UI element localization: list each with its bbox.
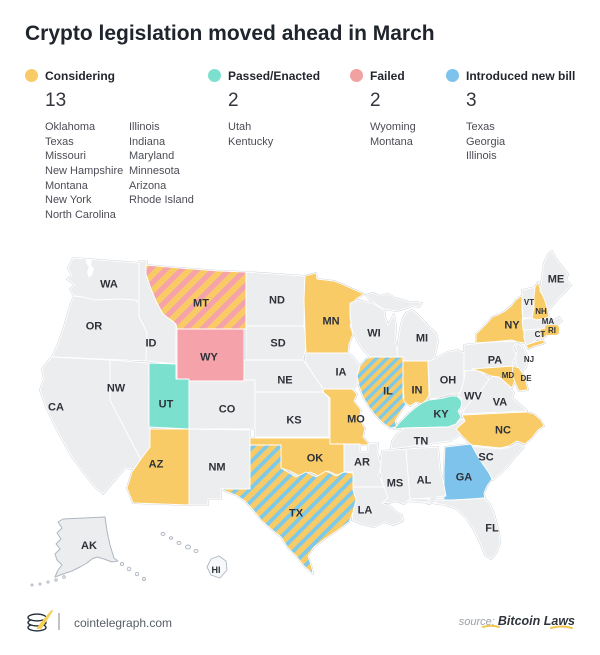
svg-text:SC: SC [478,452,493,464]
svg-text:CA: CA [48,402,64,414]
svg-text:WA: WA [100,279,118,291]
svg-text:OH: OH [440,375,457,387]
svg-text:KY: KY [433,409,449,421]
svg-text:KS: KS [286,415,301,427]
svg-text:AZ: AZ [149,459,164,471]
svg-text:MD: MD [502,371,515,380]
svg-text:MS: MS [387,478,404,490]
svg-text:MN: MN [322,316,339,328]
svg-text:NJ: NJ [524,355,534,364]
svg-text:CT: CT [535,330,546,339]
svg-text:HI: HI [212,565,221,575]
svg-text:TX: TX [289,508,304,520]
svg-text:OK: OK [307,453,324,465]
svg-text:NC: NC [495,425,511,437]
svg-text:IN: IN [412,385,423,397]
svg-text:NH: NH [535,307,547,316]
svg-text:FL: FL [485,523,499,535]
svg-text:IL: IL [383,386,393,398]
svg-text:NE: NE [277,375,292,387]
svg-text:AK: AK [81,540,97,552]
svg-text:ME: ME [548,274,565,286]
svg-text:WY: WY [200,352,218,364]
svg-text:UT: UT [159,399,174,411]
svg-text:NY: NY [504,320,520,332]
svg-text:MI: MI [416,333,428,345]
svg-text:MT: MT [193,298,209,310]
svg-text:MA: MA [542,317,555,326]
svg-text:IA: IA [336,367,347,379]
svg-text:ND: ND [269,295,285,307]
svg-text:TN: TN [414,436,429,448]
svg-text:DE: DE [520,374,532,383]
svg-text:WI: WI [367,328,380,340]
svg-text:NM: NM [208,462,225,474]
svg-text:NW: NW [107,383,126,395]
svg-text:AL: AL [417,475,432,487]
svg-text:PA: PA [488,355,503,367]
svg-text:VT: VT [524,298,534,307]
svg-text:OR: OR [86,321,103,333]
svg-text:AR: AR [354,457,370,469]
svg-text:SD: SD [270,338,285,350]
svg-text:WV: WV [464,391,482,403]
svg-text:GA: GA [456,472,473,484]
svg-text:RI: RI [548,326,556,335]
svg-text:VA: VA [493,397,508,409]
svg-text:LA: LA [358,505,373,517]
svg-text:ID: ID [146,338,157,350]
svg-text:MO: MO [347,414,365,426]
svg-text:CO: CO [219,404,236,416]
